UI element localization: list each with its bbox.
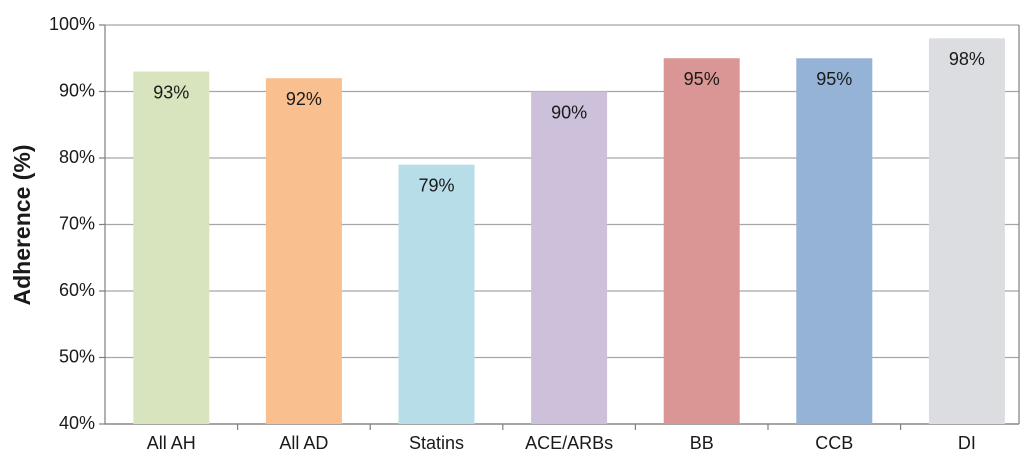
x-tick-label: CCB: [815, 433, 853, 453]
bar: [531, 91, 608, 424]
x-tick-label: Statins: [409, 433, 464, 453]
data-label: 79%: [418, 175, 454, 195]
data-label: 95%: [684, 69, 720, 89]
x-tick-label: DI: [958, 433, 976, 453]
y-tick-label: 40%: [59, 413, 95, 433]
x-tick-label: BB: [690, 433, 714, 453]
y-tick-label: 70%: [59, 213, 95, 233]
y-tick-label: 60%: [59, 280, 95, 300]
bar: [265, 78, 342, 424]
y-tick-label: 50%: [59, 346, 95, 366]
x-tick-label: All AH: [147, 433, 196, 453]
y-tick-label: 100%: [49, 14, 95, 34]
bar: [928, 38, 1005, 425]
bar: [398, 164, 475, 424]
x-tick-label: ACE/ARBs: [525, 433, 613, 453]
data-label: 92%: [286, 89, 322, 109]
bar: [796, 58, 873, 424]
data-label: 98%: [949, 49, 985, 69]
bar: [133, 71, 210, 425]
data-label: 93%: [153, 82, 189, 102]
y-tick-label: 80%: [59, 147, 95, 167]
y-axis-label: Adherence (%): [9, 144, 35, 305]
x-tick-label: All AD: [279, 433, 328, 453]
data-label: 95%: [816, 69, 852, 89]
data-label: 90%: [551, 102, 587, 122]
bar: [663, 58, 740, 424]
y-tick-label: 90%: [59, 80, 95, 100]
